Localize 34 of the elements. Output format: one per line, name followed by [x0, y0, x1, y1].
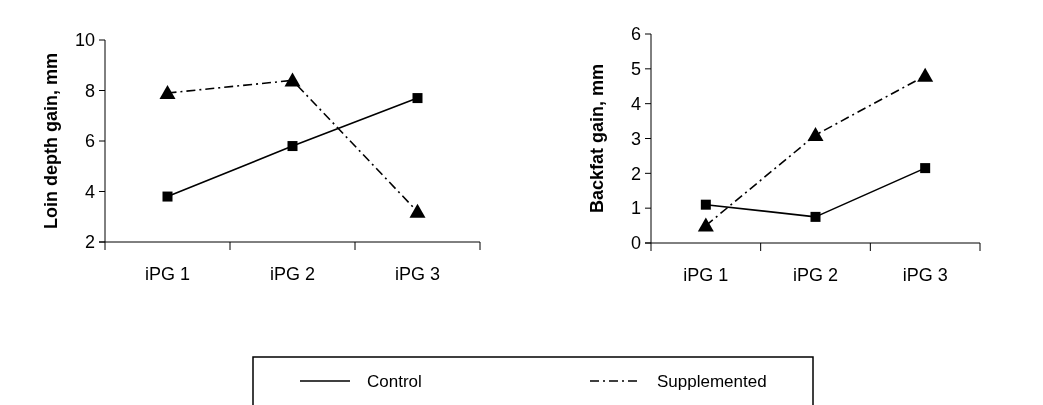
y-tick-label: 0: [630, 233, 641, 254]
y-tick-label: 3: [630, 128, 641, 149]
x-tick-label: iPG 1: [144, 264, 191, 284]
y-axis-title: Loin depth gain, mm: [41, 53, 61, 229]
x-tick-label: iPG 3: [394, 264, 441, 284]
point: [162, 191, 173, 202]
y-tick-label: 6: [630, 24, 641, 45]
point: [920, 163, 931, 174]
point: [284, 72, 301, 87]
x-tick-label: iPG 2: [792, 265, 839, 285]
point: [409, 203, 426, 218]
point: [807, 127, 824, 142]
y-tick-label: 10: [74, 30, 95, 51]
y-tick-label: 4: [84, 181, 95, 202]
legend-label: Control: [367, 371, 422, 391]
point: [287, 141, 298, 152]
y-tick-label: 8: [84, 80, 95, 101]
x-tick-label: iPG 1: [683, 265, 729, 285]
y-tick-label: 6: [84, 131, 95, 152]
legend-label: Supplemented: [657, 371, 767, 391]
point: [810, 211, 821, 222]
x-tick-label: iPG 3: [902, 265, 948, 285]
y-tick-label: 2: [84, 232, 95, 253]
point: [697, 217, 714, 232]
y-axis-title: Backfat gain, mm: [587, 63, 607, 214]
y-tick-label: 4: [630, 93, 641, 114]
point: [917, 67, 934, 82]
point: [159, 85, 176, 100]
x-tick-label: iPG 2: [269, 264, 316, 284]
y-tick-label: 2: [630, 163, 641, 184]
y-tick-label: 5: [630, 59, 641, 80]
point: [412, 93, 423, 104]
point: [700, 199, 711, 210]
y-tick-label: 1: [630, 198, 641, 219]
